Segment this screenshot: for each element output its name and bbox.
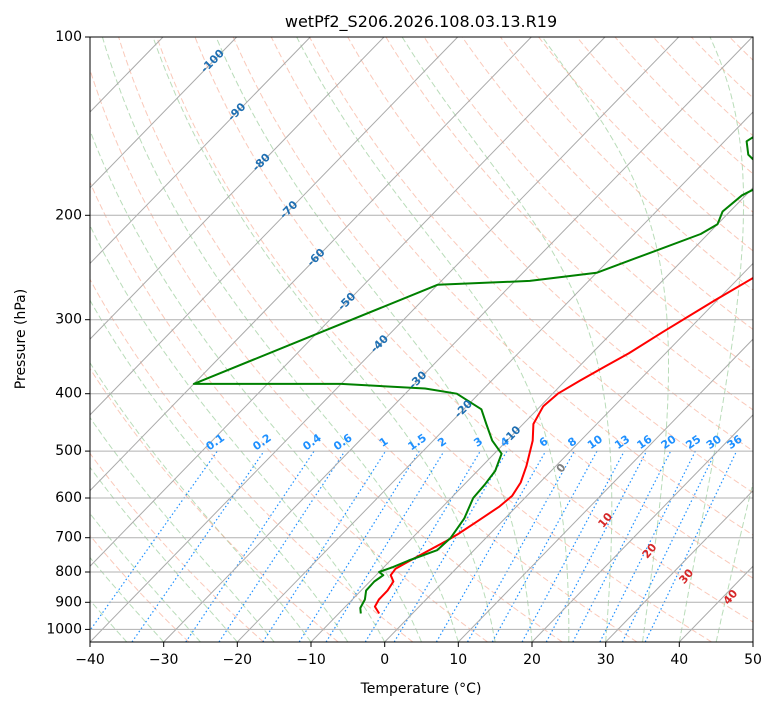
mixing-ratio-line — [364, 450, 481, 642]
sounding-profiles — [192, 136, 753, 615]
dry-adiabat-line — [90, 181, 488, 642]
mixing-ratio-line — [644, 450, 738, 642]
moist-adiabat-line — [90, 556, 165, 642]
dry-adiabat-line — [90, 367, 339, 642]
y-tick-label: 300 — [55, 312, 82, 328]
y-axis: 100 200 300 400 500 600 700 800 900 1000 — [46, 29, 90, 637]
dry-adiabat-line — [270, 37, 753, 536]
moist-adiabat-line — [90, 361, 312, 642]
moist-adiabat-line — [90, 512, 201, 642]
temperature-profile — [373, 276, 753, 615]
isotherm-line — [236, 111, 753, 642]
moist-adiabat-line — [541, 37, 669, 642]
x-tick-label: 20 — [523, 652, 541, 668]
dry-adiabat-line — [118, 37, 638, 642]
x-tick-label: −40 — [75, 652, 105, 668]
dry-adiabat-line — [194, 37, 753, 623]
y-tick-label: 1000 — [46, 621, 82, 637]
x-tick-label: −20 — [223, 652, 253, 668]
mixing-ratio-line — [325, 450, 445, 642]
isotherm-line — [531, 414, 753, 642]
isotherm-line — [384, 262, 753, 642]
dry-adiabat-line — [423, 37, 753, 371]
y-tick-label: 700 — [55, 530, 82, 546]
x-tick-label: −30 — [149, 652, 179, 668]
x-tick-label: 10 — [449, 652, 467, 668]
isotherm-line — [90, 37, 606, 567]
dry-adiabat-line — [385, 37, 753, 411]
isobar-gridlines — [90, 37, 753, 630]
moist-adiabat-line — [401, 37, 613, 642]
dry-adiabat-line — [90, 534, 190, 642]
moist-adiabat-line — [90, 466, 238, 642]
y-tick-label: 100 — [55, 29, 82, 45]
x-tick-label: 40 — [670, 652, 688, 668]
y-tick-label: 200 — [55, 207, 82, 223]
moist-adiabat-line — [678, 37, 745, 642]
dry-adiabat-line — [90, 278, 414, 642]
mixing-ratio-line — [298, 450, 420, 642]
x-tick-label: −10 — [296, 652, 326, 668]
chart-title: wetPf2_S206.2026.108.03.13.R19 — [285, 12, 557, 32]
mixing-ratio-line — [90, 450, 218, 632]
x-tick-label: 30 — [597, 652, 615, 668]
dry-adiabat-line — [347, 37, 753, 452]
mixing-ratio-line — [521, 450, 625, 642]
plot-frame — [89, 36, 754, 643]
moist-adiabat-line — [90, 299, 349, 642]
x-tick-label: 50 — [744, 652, 762, 668]
dry-adiabat-line — [232, 37, 753, 579]
moist-adiabat-line — [90, 416, 275, 642]
isotherm-line — [90, 37, 238, 189]
x-tick-label: 0 — [380, 652, 389, 668]
mixing-ratio-line — [466, 450, 575, 642]
dry-adiabat-line — [156, 37, 712, 642]
y-tick-label: 600 — [55, 490, 82, 506]
dewpoint-profile — [192, 136, 753, 614]
isotherms — [90, 37, 753, 642]
dry-adiabat-line — [309, 37, 753, 494]
isotherm-line — [90, 37, 680, 642]
mixing-ratio-line — [435, 450, 547, 642]
moist-adiabat-line — [90, 129, 422, 642]
y-tick-label: 400 — [55, 386, 82, 402]
isotherm-line — [90, 37, 385, 340]
mixing-ratio-lines — [90, 450, 738, 642]
y-tick-label: 800 — [55, 564, 82, 580]
moist-adiabat-line — [296, 37, 570, 642]
y-axis-label: Pressure (hPa) — [13, 289, 29, 389]
x-axis-label: Temperature (°C) — [360, 681, 482, 697]
plot-area: 0.1 0.2 0.4 0.6 1 1.5 2 3 4 6 8 10 13 16 20 25 30 36-100-… — [90, 37, 753, 642]
mixing-ratio-line — [491, 450, 598, 642]
moist-adiabat-line — [215, 37, 533, 642]
isotherm-line — [163, 37, 753, 642]
isotherm-line — [310, 187, 753, 642]
y-tick-label: 900 — [55, 594, 82, 610]
moist-adiabat-line — [152, 37, 496, 642]
moist-adiabats — [90, 37, 753, 642]
mixing-ratio-line — [131, 450, 265, 642]
mixing-ratio-line — [262, 450, 387, 642]
x-axis: −40 −30 −20 −10 0 10 20 30 40 50 — [75, 642, 762, 668]
dry-adiabat-line — [90, 68, 563, 642]
isotherm-line — [90, 37, 311, 265]
moist-adiabat-line — [90, 224, 386, 642]
mixing-ratio-line — [621, 450, 717, 642]
isotherm-line — [605, 489, 753, 642]
dry-adiabats — [90, 37, 753, 642]
isotherm-line — [90, 37, 532, 492]
isotherm-line — [90, 37, 459, 416]
mixing-ratio-line — [393, 450, 508, 642]
y-tick-label: 500 — [55, 443, 82, 459]
